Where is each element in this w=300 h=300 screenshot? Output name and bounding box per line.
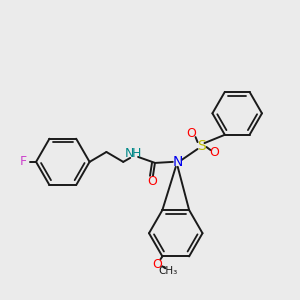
Text: N: N xyxy=(172,155,183,169)
Text: H: H xyxy=(131,148,141,160)
Text: F: F xyxy=(20,155,27,168)
Text: O: O xyxy=(147,175,157,188)
Text: S: S xyxy=(197,139,206,153)
Text: CH₃: CH₃ xyxy=(159,266,178,276)
Text: O: O xyxy=(209,146,219,160)
Text: N: N xyxy=(124,148,134,160)
Text: O: O xyxy=(152,258,162,271)
Text: O: O xyxy=(187,127,196,140)
